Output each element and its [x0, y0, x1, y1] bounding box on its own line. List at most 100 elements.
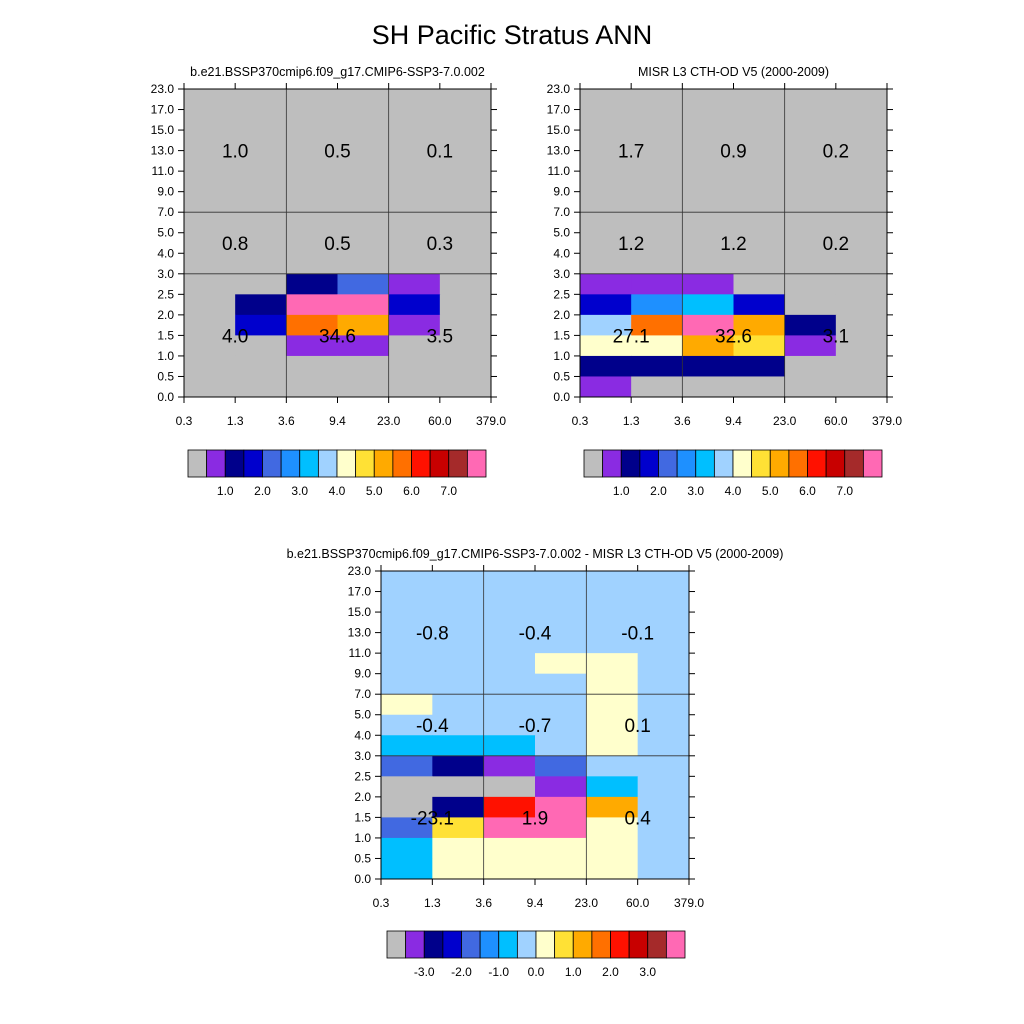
heatmap-cell — [637, 714, 690, 736]
y-tick-label: 9.0 — [553, 185, 570, 199]
heatmap-cell — [337, 191, 390, 213]
colorbar-swatch — [392, 449, 412, 478]
heatmap-cell — [235, 376, 287, 398]
x-tick-label: 9.4 — [725, 414, 742, 428]
colorbar-swatch — [591, 930, 611, 959]
heatmap-cell — [637, 817, 690, 839]
heatmap-cell — [483, 796, 536, 818]
colorbar-swatch — [769, 449, 790, 478]
colorbar-swatch — [844, 449, 864, 478]
heatmap-cell — [580, 89, 632, 111]
heatmap-cell — [439, 355, 492, 377]
colorbar-swatch — [628, 930, 649, 959]
heatmap-cell — [733, 294, 786, 316]
heatmap-cell — [784, 273, 837, 295]
colorbar-label: -2.0 — [451, 965, 472, 979]
y-tick-label: 1.0 — [157, 349, 174, 363]
summary-value: 1.2 — [618, 234, 644, 255]
heatmap-cell — [631, 294, 683, 316]
summary-value: 0.2 — [823, 234, 849, 255]
summary-value: 0.2 — [823, 142, 849, 163]
heatmap-cell — [381, 735, 433, 757]
heatmap-cell — [784, 109, 837, 131]
y-tick-label: 15.0 — [348, 605, 372, 619]
heatmap-cell — [631, 171, 683, 193]
heatmap-cell — [631, 253, 683, 275]
x-tick-label: 23.0 — [773, 414, 797, 428]
heatmap-cell — [337, 232, 390, 254]
heatmap-cell — [631, 232, 683, 254]
heatmap-cell — [286, 232, 338, 254]
heatmap-cell — [381, 591, 433, 613]
heatmap-cell — [580, 150, 632, 172]
y-tick-label: 4.0 — [157, 246, 174, 260]
x-tick-label: 9.4 — [329, 414, 346, 428]
heatmap-cell — [631, 191, 683, 213]
heatmap-cell — [381, 694, 433, 716]
heatmap-cell — [835, 314, 888, 336]
heatmap-cell — [286, 314, 338, 336]
colorbar-swatch — [516, 930, 537, 959]
colorbar-label: 5.0 — [366, 484, 383, 498]
colorbar-label: 2.0 — [650, 484, 667, 498]
heatmap-cell — [184, 150, 236, 172]
heatmap-cell — [286, 335, 338, 357]
heatmap-cell — [535, 694, 587, 716]
heatmap-cell — [337, 376, 390, 398]
heatmap-cell — [637, 776, 690, 798]
x-tick-label: 379.0 — [476, 414, 506, 428]
colorbar-label: 3.0 — [291, 484, 308, 498]
heatmap-cell — [286, 130, 338, 152]
summary-value: 0.3 — [427, 234, 453, 255]
heatmap-cell — [835, 150, 888, 172]
heatmap-cell — [439, 130, 492, 152]
heatmap-cell — [535, 612, 587, 634]
x-tick-label: 23.0 — [575, 896, 599, 910]
y-tick-label: 15.0 — [151, 123, 175, 137]
y-tick-label: 1.5 — [553, 328, 570, 342]
heatmap-cell — [381, 571, 433, 593]
colorbar-swatch — [825, 449, 846, 478]
colorbar-swatch — [788, 449, 808, 478]
heatmap-cell — [184, 232, 236, 254]
colorbar-swatch — [732, 449, 753, 478]
heatmap-panel-1: b.e21.BSSP370cmip6.f09_g17.CMIP6-SSP3-7.… — [151, 65, 507, 428]
colorbar-swatch — [442, 930, 462, 959]
heatmap-cell — [235, 355, 287, 377]
heatmap-cell — [631, 355, 683, 377]
colorbar-swatch — [751, 449, 771, 478]
heatmap-cell — [483, 858, 536, 880]
heatmap-cell — [586, 632, 639, 654]
x-tick-label: 60.0 — [626, 896, 650, 910]
heatmap-cell — [835, 273, 888, 295]
x-tick-label: 1.3 — [227, 414, 244, 428]
heatmap-cell — [637, 571, 690, 593]
heatmap-cell — [784, 171, 837, 193]
colorbar-swatch — [639, 449, 659, 478]
y-tick-label: 5.0 — [354, 708, 371, 722]
colorbar-swatch — [262, 449, 282, 478]
heatmap-cell — [432, 653, 485, 675]
colorbar-swatch — [676, 449, 697, 478]
heatmap-cell — [586, 776, 639, 798]
heatmap-cell — [682, 171, 734, 193]
heatmap-cell — [835, 294, 888, 316]
colorbar-label: 2.0 — [602, 965, 619, 979]
colorbar-swatch — [355, 449, 375, 478]
summary-value: -0.4 — [416, 716, 449, 737]
colorbar-swatch — [243, 449, 263, 478]
colorbar-swatch — [572, 930, 593, 959]
heatmap-cell — [235, 314, 287, 336]
colorbar-swatch — [583, 449, 604, 478]
summary-value: -0.1 — [621, 624, 654, 645]
heatmap-cell — [784, 150, 837, 172]
colorbar-label: 6.0 — [403, 484, 420, 498]
heatmap-cell — [235, 109, 287, 131]
heatmap-cell — [580, 130, 632, 152]
heatmap-cell — [388, 294, 441, 316]
heatmap-cell — [580, 273, 632, 295]
heatmap-cell — [184, 109, 236, 131]
heatmap-cell — [286, 355, 338, 377]
colorbar-swatch — [610, 930, 630, 959]
